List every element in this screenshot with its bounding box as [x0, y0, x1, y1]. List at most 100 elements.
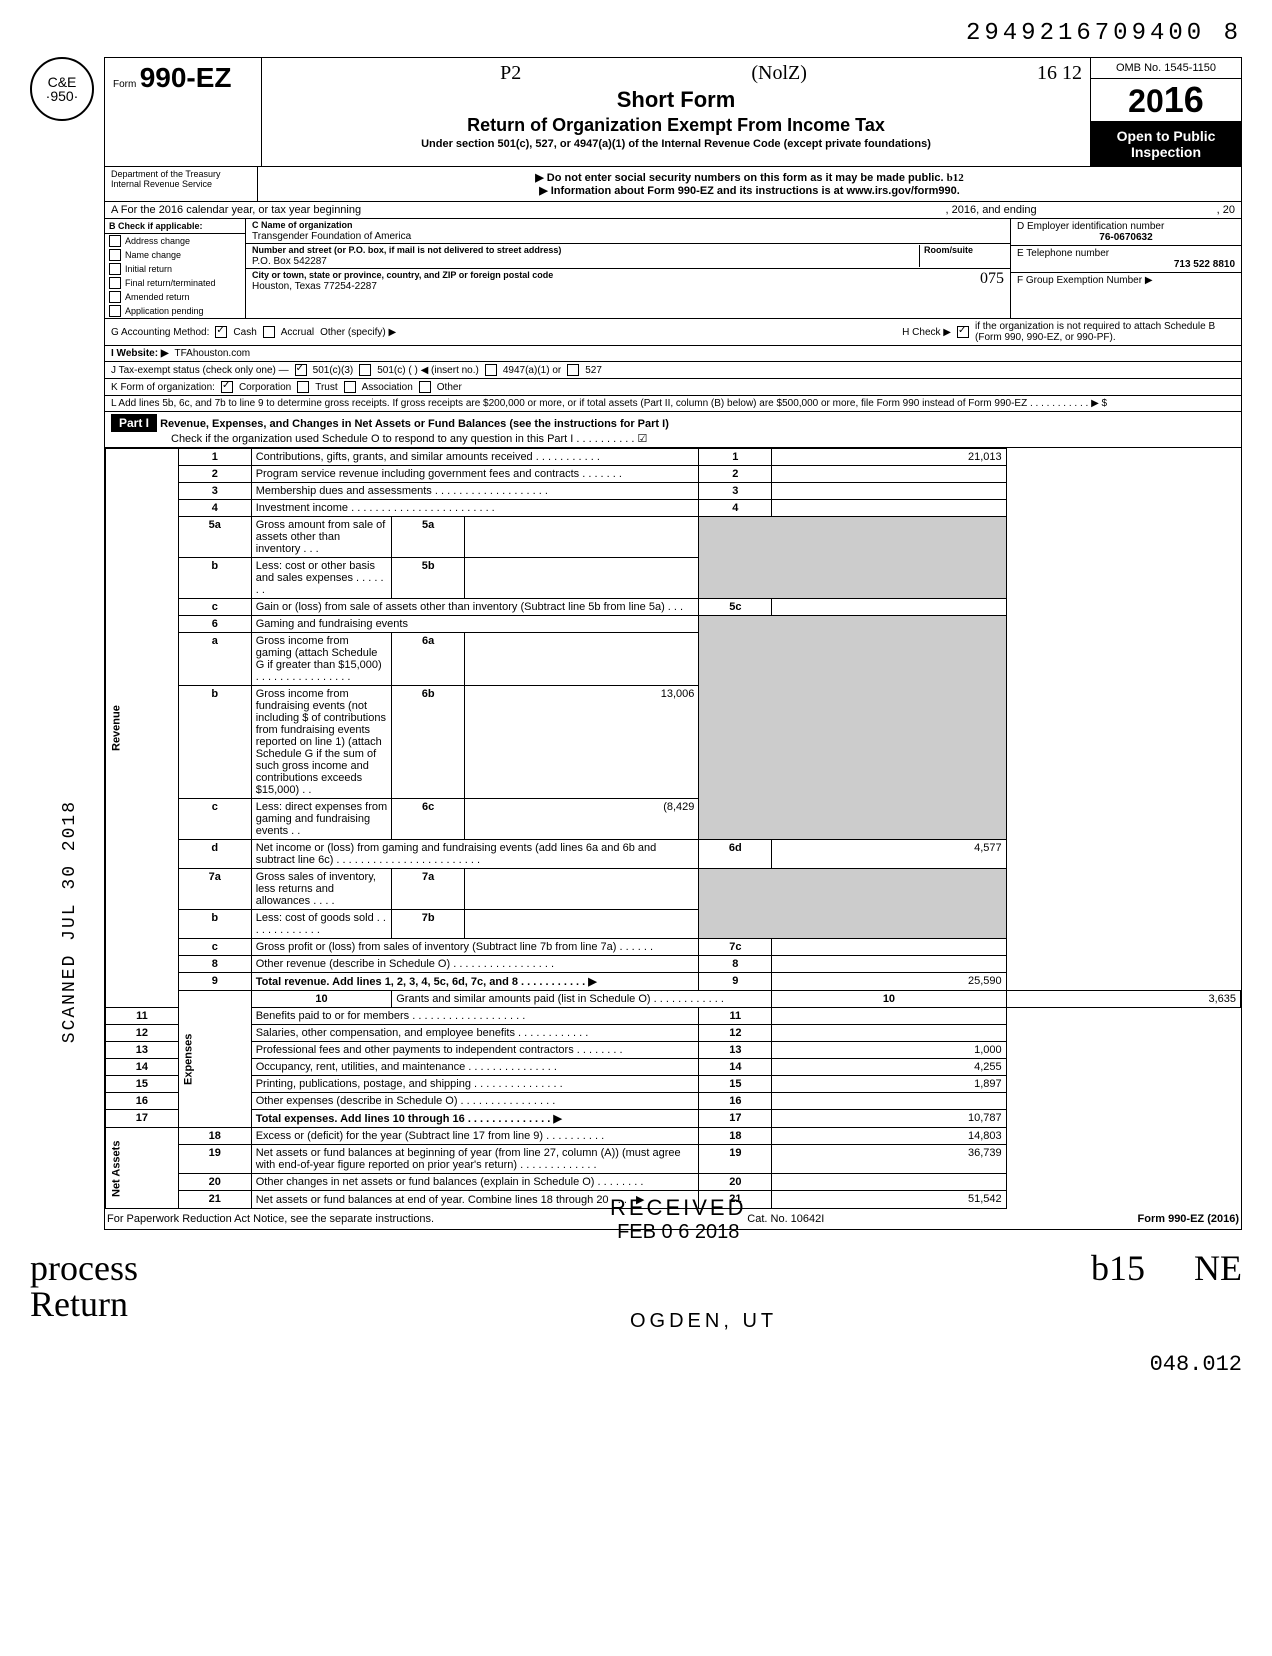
- line17-amt: 10,787: [772, 1110, 1006, 1128]
- line6c-sub: (8,429: [465, 799, 699, 840]
- chk-h[interactable]: [957, 326, 969, 338]
- footer-mid: Cat. No. 10642I: [747, 1213, 824, 1225]
- line15-text: Printing, publications, postage, and shi…: [251, 1076, 699, 1093]
- scanned-stamp: SCANNED JUL 30 2018: [60, 800, 80, 1043]
- line3-text: Membership dues and assessments . . . . …: [251, 483, 699, 500]
- line15-amt: 1,897: [772, 1076, 1006, 1093]
- chk-accrual[interactable]: [263, 326, 275, 338]
- form-990ez: Form 990-EZ P2 (NolZ) 16 12 Short Form R…: [104, 57, 1242, 1230]
- line5a-sub: [465, 517, 699, 558]
- colB-header: B Check if applicable:: [105, 219, 245, 234]
- line6d-text: Net income or (loss) from gaming and fun…: [251, 840, 699, 869]
- line20-text: Other changes in net assets or fund bala…: [251, 1174, 699, 1191]
- ein-value: 76-0670632: [1017, 232, 1235, 243]
- note1-hw: b12: [947, 172, 964, 184]
- ce-bottom: ·950·: [46, 89, 79, 103]
- top-dln: 2949216709400 8: [30, 20, 1242, 47]
- line4-amt: [772, 500, 1006, 517]
- line5c-amt: [772, 599, 1006, 616]
- line11-amt: [772, 1008, 1006, 1025]
- line14-text: Occupancy, rent, utilities, and maintena…: [251, 1059, 699, 1076]
- hw-date: 16 12: [1037, 62, 1082, 85]
- tel-value: 713 522 8810: [1017, 259, 1235, 270]
- line6a-sub: [465, 633, 699, 686]
- rowA-label: A For the 2016 calendar year, or tax yea…: [111, 204, 361, 216]
- line2-text: Program service revenue including govern…: [251, 466, 699, 483]
- line8-text: Other revenue (describe in Schedule O) .…: [251, 956, 699, 973]
- footer-left: For Paperwork Reduction Act Notice, see …: [107, 1213, 434, 1225]
- lbl-501c: 501(c) ( ) ◀ (insert no.): [377, 365, 479, 376]
- inspection-label: Open to Public Inspection: [1091, 122, 1241, 166]
- website-value: TFAhouston.com: [175, 348, 251, 359]
- chk-amended[interactable]: [109, 291, 121, 303]
- chk-cash[interactable]: [215, 326, 227, 338]
- part1-header-row: Part I Revenue, Expenses, and Changes in…: [105, 412, 1241, 448]
- line7b-sub: [465, 910, 699, 939]
- line19-amt: 36,739: [772, 1145, 1006, 1174]
- rowA-mid: , 2016, and ending: [946, 204, 1037, 216]
- hw-b15: b15: [1091, 1248, 1145, 1288]
- chk-527[interactable]: [567, 364, 579, 376]
- chk-501c3[interactable]: [295, 364, 307, 376]
- line6b-text: Gross income from fundraising events (no…: [251, 686, 392, 799]
- lbl-cash: Cash: [233, 327, 256, 338]
- row-l: L Add lines 5b, 6c, and 7b to line 9 to …: [105, 396, 1241, 412]
- line6-text: Gaming and fundraising events: [251, 616, 699, 633]
- lbl-name: Name change: [125, 250, 181, 260]
- form-number: 990-EZ: [140, 62, 232, 93]
- footer-right: Form 990-EZ (2016): [1138, 1213, 1239, 1225]
- group-label: F Group Exemption Number ▶: [1017, 275, 1153, 286]
- row-j: J Tax-exempt status (check only one) — 5…: [105, 362, 1241, 379]
- rowI-label: I Website: ▶: [111, 348, 169, 359]
- lbl-other-method: Other (specify) ▶: [320, 327, 396, 338]
- rowJ-label: J Tax-exempt status (check only one) —: [111, 365, 289, 376]
- lbl-corp: Corporation: [239, 382, 291, 393]
- line18-text: Excess or (deficit) for the year (Subtra…: [251, 1128, 699, 1145]
- rowH-label: H Check ▶: [902, 327, 951, 338]
- rowA-end: , 20: [1217, 204, 1235, 216]
- chk-initial[interactable]: [109, 263, 121, 275]
- chk-pending[interactable]: [109, 305, 121, 317]
- city-hw: 075: [980, 270, 1004, 288]
- note2: ▶ Information about Form 990-EZ and its …: [262, 184, 1237, 197]
- line11-text: Benefits paid to or for members . . . . …: [251, 1008, 699, 1025]
- lbl-assoc: Association: [362, 382, 413, 393]
- ce-top: C&E: [48, 75, 77, 89]
- line8-amt: [772, 956, 1006, 973]
- chk-trust[interactable]: [297, 381, 309, 393]
- rowK-label: K Form of organization:: [111, 382, 215, 393]
- chk-corp[interactable]: [221, 381, 233, 393]
- hw-process: process: [30, 1250, 138, 1286]
- received-title: RECEIVED: [610, 1195, 746, 1221]
- chk-4947[interactable]: [485, 364, 497, 376]
- chk-501c[interactable]: [359, 364, 371, 376]
- omb-number: OMB No. 1545-1150: [1091, 58, 1241, 79]
- line5b-text: Less: cost or other basis and sales expe…: [251, 558, 392, 599]
- lbl-final: Final return/terminated: [125, 278, 216, 288]
- lbl-other-org: Other: [437, 382, 462, 393]
- col-b: B Check if applicable: Address change Na…: [105, 219, 246, 318]
- chk-address[interactable]: [109, 235, 121, 247]
- subtitle: Under section 501(c), 527, or 4947(a)(1)…: [270, 138, 1082, 150]
- chk-name[interactable]: [109, 249, 121, 261]
- line4-text: Investment income . . . . . . . . . . . …: [251, 500, 699, 517]
- year-16: 16: [1164, 79, 1204, 120]
- lbl-initial: Initial return: [125, 264, 172, 274]
- line7a-text: Gross sales of inventory, less returns a…: [251, 869, 392, 910]
- line13-amt: 1,000: [772, 1042, 1006, 1059]
- line6d-amt: 4,577: [772, 840, 1006, 869]
- form-word: Form: [113, 79, 136, 90]
- vlabel-expenses: Expenses: [178, 991, 251, 1128]
- line7b-text: Less: cost of goods sold . . . . . . . .…: [251, 910, 392, 939]
- chk-other-org[interactable]: [419, 381, 431, 393]
- hw-ne: NE: [1194, 1248, 1242, 1288]
- part1-check: Check if the organization used Schedule …: [111, 433, 647, 445]
- vlabel-revenue: Revenue: [106, 449, 179, 1008]
- lbl-4947: 4947(a)(1) or: [503, 365, 561, 376]
- chk-assoc[interactable]: [344, 381, 356, 393]
- chk-final[interactable]: [109, 277, 121, 289]
- lbl-trust: Trust: [315, 382, 337, 393]
- line7c-amt: [772, 939, 1006, 956]
- handwritten-note: process Return: [30, 1250, 138, 1322]
- line14-amt: 4,255: [772, 1059, 1006, 1076]
